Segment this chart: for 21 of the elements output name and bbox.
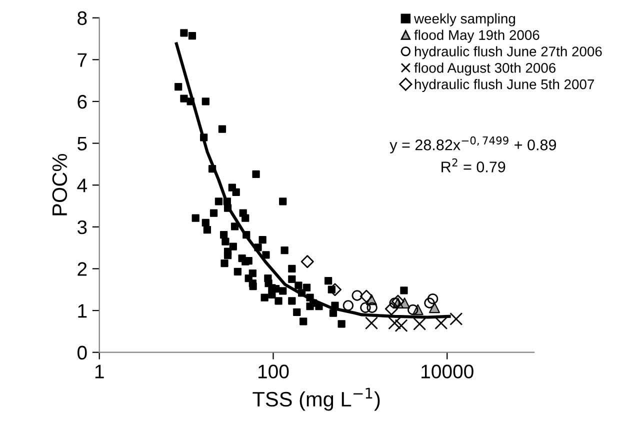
legend-label: hydraulic flush June 27th 2006	[414, 46, 602, 60]
x-tick-label: 10000	[422, 364, 474, 378]
y-tick-label: 0	[78, 346, 87, 360]
legend-label: flood May 19th 2006	[414, 30, 540, 43]
legend-label: weekly sampling	[414, 13, 516, 26]
x-tick-label: 1	[95, 364, 104, 378]
y-tick-label: 1	[78, 304, 87, 318]
y-tick-label: 4	[77, 178, 87, 192]
annotation: y = 28.82x$^{−0,7499}$ + 0.89	[390, 136, 556, 154]
y-tick-label: 2	[78, 262, 87, 276]
x-tick-label: 100	[258, 364, 289, 378]
x-axis-title: TSS (mg L$^{−1}$)	[252, 388, 380, 411]
y-axis-title: POC%	[52, 154, 68, 216]
legend-label: flood August 30th 2006	[414, 62, 556, 76]
y-tick-label: 3	[77, 220, 87, 234]
y-tick-label: 6	[78, 94, 87, 109]
y-tick-label: 7	[78, 53, 87, 67]
annotation: R$^{2}$ = 0.79	[442, 158, 506, 172]
legend-label: hydraulic flush June 5th 2007	[414, 79, 594, 92]
y-tick-label: 5	[78, 136, 87, 151]
y-tick-label: 8	[78, 11, 87, 26]
